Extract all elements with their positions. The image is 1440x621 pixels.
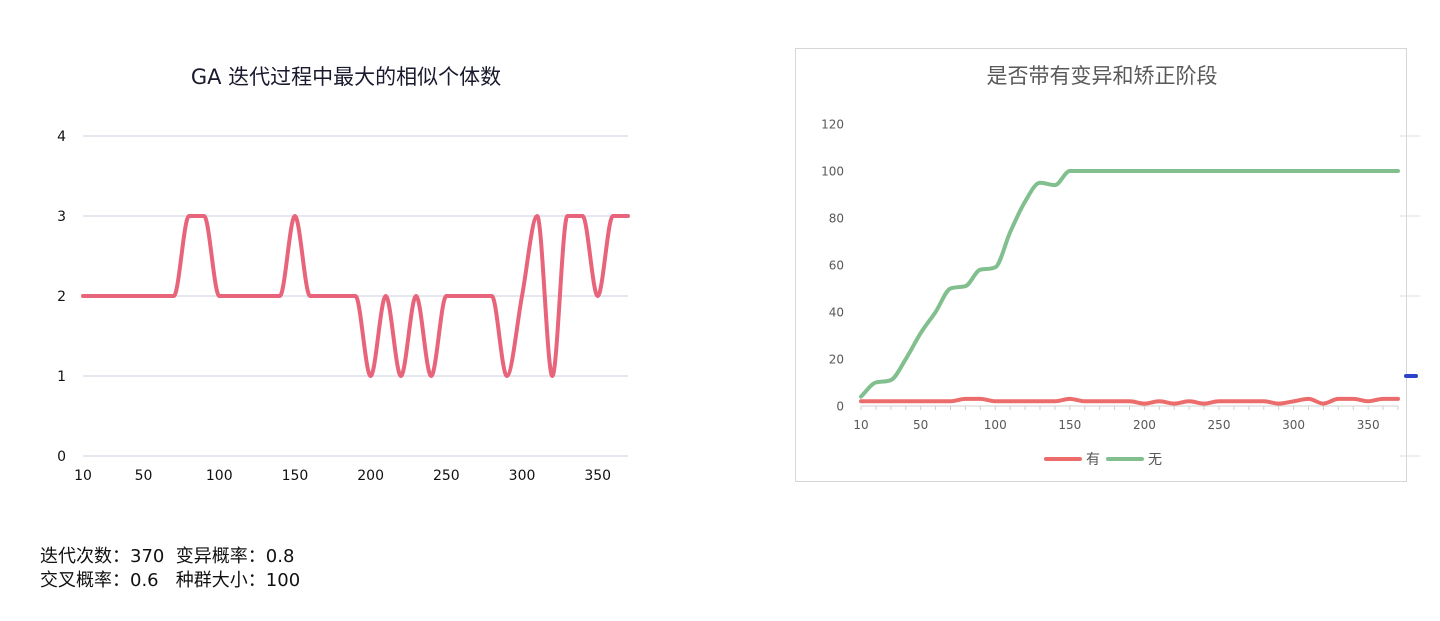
y-tick-label: 80: [829, 211, 844, 225]
x-tick-label: 350: [1357, 418, 1380, 432]
x-tick-label: 200: [357, 468, 384, 484]
mutation-comparison-chart: 是否带有变异和矫正阶段 0 20 40 60 80 100 120 10 50 100 150 200 2…: [821, 64, 1400, 468]
series-line-1: [81, 213, 630, 378]
x-tick-label: 250: [1208, 418, 1231, 432]
legend-label-2: 无: [1148, 452, 1162, 468]
x-tick-label: 10: [74, 468, 92, 484]
x-tick-label: 250: [433, 468, 460, 484]
y-tick-label: 0: [836, 399, 844, 413]
x-tick-label: 150: [282, 468, 309, 484]
series-line-2: [859, 169, 1400, 399]
similarity-chart: GA 迭代过程中最大的相似个体数 0 1 2 3 4 10 50 100 150 200 250 300…: [57, 65, 630, 484]
y-tick-label: 2: [57, 289, 66, 305]
y-tick-label: 100: [821, 164, 844, 178]
params-line-1: 迭代次数：370 变异概率：0.8: [40, 546, 295, 567]
params-line-2: 交叉概率：0.6 种群大小：100: [40, 570, 301, 591]
x-tick-label: 150: [1058, 418, 1081, 432]
x-tick-label: 350: [584, 468, 611, 484]
y-tick-label: 40: [829, 305, 844, 319]
x-tick-label: 10: [853, 418, 868, 432]
right-edge-gridline-stubs: [1400, 135, 1420, 457]
x-tick-label: 200: [1133, 418, 1156, 432]
chart-title: 是否带有变异和矫正阶段: [987, 64, 1218, 88]
mutation-comparison-panel: 是否带有变异和矫正阶段 0 20 40 60 80 100 120 10 50 100 150 200 2…: [795, 48, 1407, 482]
x-tick-label: 300: [1282, 418, 1305, 432]
y-tick-label: 3: [57, 209, 66, 225]
chart-title: GA 迭代过程中最大的相似个体数: [191, 65, 501, 89]
ga-parameters: 迭代次数：370 变异概率：0.8 交叉概率：0.6 种群大小：100: [40, 545, 300, 593]
series-line-1: [859, 396, 1400, 406]
x-tick-label: 50: [913, 418, 928, 432]
legend-label-1: 有: [1086, 452, 1100, 468]
y-tick-label: 20: [829, 352, 844, 366]
x-tick-label: 50: [135, 468, 153, 484]
y-tick-label: 0: [57, 449, 66, 465]
y-tick-label: 120: [821, 117, 844, 131]
y-tick-label: 60: [829, 258, 844, 272]
x-tick-label: 300: [509, 468, 536, 484]
y-tick-label: 4: [57, 129, 66, 145]
y-tick-label: 1: [57, 369, 66, 385]
x-tick-label: 100: [206, 468, 233, 484]
x-tick-label: 100: [984, 418, 1007, 432]
